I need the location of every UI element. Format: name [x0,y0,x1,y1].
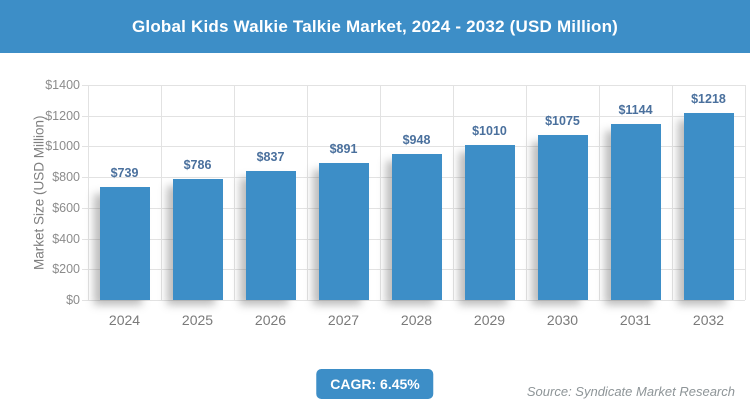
source-attribution: Source: Syndicate Market Research [526,384,735,399]
y-tick-label: $1400 [45,78,80,92]
gridline-horizontal [82,300,745,301]
x-tick-label-2030: 2030 [546,312,579,328]
y-tick-label: $400 [52,231,80,246]
gridline-horizontal [82,115,745,117]
gridline-vertical [599,85,600,300]
bar-value-label-2030: $1075 [545,113,580,128]
bar-2031 [610,124,661,300]
bar-2029 [464,144,515,300]
bar-2027 [318,163,369,300]
gridline-horizontal [82,85,745,86]
bar-value-label-2028: $948 [402,133,431,148]
y-tick-label: $0 [66,293,80,307]
gridline-vertical [88,85,89,300]
gridline-vertical [745,85,746,300]
x-tick-label-2028: 2028 [400,312,433,328]
y-tick-label: $200 [52,262,80,277]
chart-title: Global Kids Walkie Talkie Market, 2024 -… [131,16,619,36]
bar-value-label-2029: $1010 [472,123,507,138]
bar-value-label-2026: $837 [256,150,285,165]
gridline-vertical [161,85,162,300]
x-tick-label-2031: 2031 [619,312,652,328]
chart-title-bar: Global Kids Walkie Talkie Market, 2024 -… [0,0,750,53]
x-tick-label-2029: 2029 [473,312,506,328]
x-tick-label-2027: 2027 [327,312,360,328]
x-tick-label-2025: 2025 [181,312,214,328]
bar-value-label-2031: $1144 [618,103,653,118]
x-tick-label-2024: 2024 [108,312,141,328]
plot-area: $0 $200 $400 $600 $800 $1000 $1200 $1400 $739 202… [45,78,746,328]
gridline-vertical [380,85,381,300]
bar-value-label-2025: $786 [183,158,212,173]
bar-value-label-2024: $739 [110,165,139,180]
x-tick-label-2032: 2032 [692,312,725,328]
y-tick-label: $1000 [45,139,80,154]
y-tick-label: $1200 [45,108,80,123]
gridline-vertical [672,85,673,300]
bar-2024 [99,186,150,300]
bar-2026 [245,171,296,300]
bar-2032 [683,112,734,300]
gridline-vertical [307,85,308,300]
gridline-horizontal [82,146,745,148]
gridline-vertical [234,85,235,300]
y-tick-label: $800 [52,170,80,185]
bar-value-label-2032: $1218 [691,91,726,106]
bar-2030 [537,134,588,300]
bar-2025 [172,179,223,300]
gridline-vertical [453,85,454,300]
bar-value-label-2027: $891 [329,142,358,157]
bar-2028 [391,154,442,300]
x-tick-label-2026: 2026 [254,312,287,328]
y-tick-label: $600 [52,200,80,215]
gridline-vertical [526,85,527,300]
cagr-badge: CAGR: 6.45% [316,369,434,399]
